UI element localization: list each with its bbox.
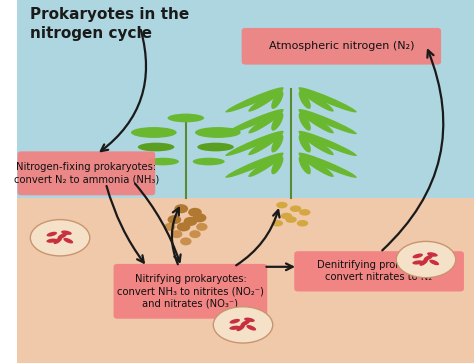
- Ellipse shape: [299, 113, 311, 131]
- Ellipse shape: [248, 131, 283, 155]
- Ellipse shape: [424, 255, 433, 261]
- Ellipse shape: [164, 223, 175, 231]
- Ellipse shape: [299, 110, 334, 134]
- Ellipse shape: [396, 241, 456, 278]
- FancyBboxPatch shape: [114, 264, 267, 319]
- Ellipse shape: [299, 131, 334, 155]
- Ellipse shape: [61, 231, 72, 235]
- Ellipse shape: [285, 216, 297, 223]
- Ellipse shape: [229, 326, 240, 330]
- Text: Nitrifying prokaryotes:
convert NH₃ to nitrites (NO₂⁻)
and nitrates (NO₃⁻): Nitrifying prokaryotes: convert NH₃ to n…: [117, 274, 264, 308]
- Ellipse shape: [183, 217, 197, 226]
- Ellipse shape: [271, 134, 283, 152]
- Text: Denitrifying prokaryotes:
convert nitrates to N₂: Denitrifying prokaryotes: convert nitrat…: [317, 260, 441, 282]
- Ellipse shape: [299, 91, 311, 109]
- Ellipse shape: [271, 113, 283, 131]
- Ellipse shape: [188, 208, 202, 217]
- Ellipse shape: [248, 153, 283, 177]
- Ellipse shape: [271, 91, 283, 109]
- Ellipse shape: [276, 202, 288, 208]
- Bar: [17, 198, 474, 363]
- Ellipse shape: [290, 205, 301, 212]
- Ellipse shape: [177, 222, 191, 232]
- Ellipse shape: [272, 220, 283, 227]
- Ellipse shape: [196, 223, 208, 231]
- Ellipse shape: [299, 109, 357, 134]
- Ellipse shape: [237, 325, 245, 331]
- Ellipse shape: [429, 260, 439, 265]
- Bar: [17, 0, 474, 198]
- Ellipse shape: [299, 131, 357, 156]
- Ellipse shape: [225, 152, 283, 178]
- Ellipse shape: [225, 87, 283, 113]
- Ellipse shape: [195, 127, 241, 138]
- Ellipse shape: [281, 213, 292, 219]
- Ellipse shape: [299, 88, 334, 112]
- FancyBboxPatch shape: [18, 151, 155, 195]
- Ellipse shape: [131, 127, 177, 138]
- Ellipse shape: [167, 215, 181, 224]
- Ellipse shape: [248, 88, 283, 112]
- Ellipse shape: [246, 325, 256, 331]
- Ellipse shape: [64, 238, 73, 244]
- Ellipse shape: [241, 320, 250, 326]
- Ellipse shape: [174, 204, 188, 213]
- Ellipse shape: [197, 143, 234, 151]
- Ellipse shape: [299, 156, 311, 174]
- Ellipse shape: [147, 158, 179, 165]
- Ellipse shape: [427, 252, 438, 257]
- Ellipse shape: [299, 87, 357, 113]
- Ellipse shape: [412, 253, 423, 258]
- Ellipse shape: [299, 152, 357, 178]
- Ellipse shape: [180, 237, 191, 245]
- Ellipse shape: [248, 110, 283, 134]
- Ellipse shape: [54, 237, 62, 244]
- Ellipse shape: [58, 233, 67, 239]
- Text: Nitrogen-fixing prokaryotes:
convert N₂ to ammonia (NH₃): Nitrogen-fixing prokaryotes: convert N₂ …: [14, 162, 159, 184]
- Ellipse shape: [138, 143, 174, 151]
- Ellipse shape: [244, 318, 255, 322]
- Text: Atmospheric nitrogen (N₂): Atmospheric nitrogen (N₂): [269, 41, 414, 51]
- Ellipse shape: [299, 209, 310, 216]
- Ellipse shape: [30, 220, 90, 256]
- Ellipse shape: [167, 114, 204, 122]
- Ellipse shape: [299, 134, 311, 152]
- Ellipse shape: [412, 260, 423, 265]
- Ellipse shape: [193, 213, 206, 222]
- FancyBboxPatch shape: [294, 251, 464, 291]
- Ellipse shape: [213, 307, 273, 343]
- Ellipse shape: [46, 232, 57, 237]
- Ellipse shape: [419, 259, 428, 266]
- Ellipse shape: [229, 319, 240, 324]
- Ellipse shape: [299, 153, 334, 177]
- FancyBboxPatch shape: [242, 28, 441, 65]
- Ellipse shape: [193, 158, 225, 165]
- Ellipse shape: [46, 238, 57, 243]
- Ellipse shape: [297, 220, 308, 227]
- Text: Prokaryotes in the
nitrogen cycle: Prokaryotes in the nitrogen cycle: [30, 7, 190, 41]
- Ellipse shape: [271, 156, 283, 174]
- Ellipse shape: [171, 230, 182, 238]
- Ellipse shape: [225, 131, 283, 156]
- Ellipse shape: [225, 109, 283, 134]
- Ellipse shape: [189, 230, 201, 238]
